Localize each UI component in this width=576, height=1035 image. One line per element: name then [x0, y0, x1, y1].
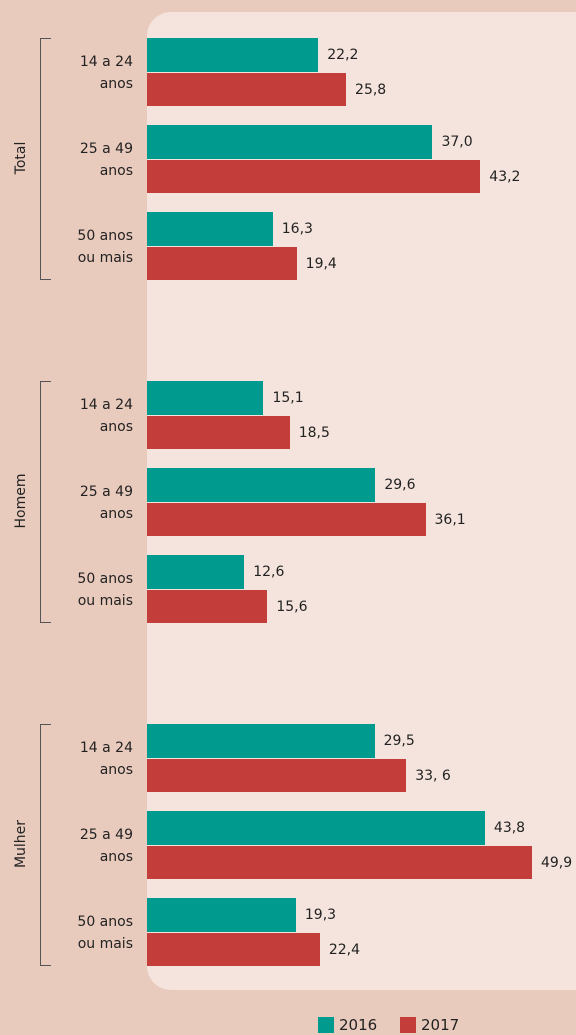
value-label: 18,5	[298, 424, 330, 441]
category-label: 25 a 49 anos	[79, 484, 133, 522]
bar	[147, 846, 532, 879]
category-label: 14 a 24 anos	[79, 54, 133, 92]
category-label: 50 anos ou mais	[77, 571, 133, 609]
bar	[147, 555, 245, 589]
legend-swatch	[400, 1017, 416, 1033]
category-label: 14 a 24 anos	[79, 397, 133, 435]
category-label: 25 a 49 anos	[79, 141, 133, 179]
value-label: 15,6	[276, 598, 308, 615]
bar	[147, 160, 481, 193]
bar	[147, 212, 273, 246]
bar	[147, 590, 268, 623]
bar	[147, 247, 297, 280]
group-bracket	[40, 38, 51, 280]
value-label: 29,5	[383, 733, 415, 749]
bar	[147, 898, 296, 932]
bar	[147, 724, 375, 758]
category-label: 14 a 24 anos	[79, 740, 133, 778]
legend-label: 2017	[421, 1016, 460, 1034]
bar	[147, 416, 290, 449]
value-label: 16,3	[281, 221, 313, 237]
value-label: 37,0	[441, 134, 473, 150]
legend-label: 2016	[339, 1016, 378, 1034]
value-label: 49,9	[540, 854, 573, 871]
value-label: 43,8	[493, 820, 526, 836]
value-label: 12,6	[253, 564, 285, 580]
value-label: 43,2	[489, 168, 521, 185]
value-label: 22,2	[327, 47, 359, 63]
bar	[147, 933, 320, 966]
group-bracket	[40, 381, 51, 623]
value-label: 19,4	[305, 255, 337, 272]
category-label: 50 anos ou mais	[77, 228, 133, 266]
bar	[147, 468, 376, 502]
bar	[147, 811, 485, 845]
value-label: 29,6	[384, 477, 416, 493]
value-label: 25,8	[355, 81, 387, 98]
value-label: 36,1	[434, 511, 466, 528]
bar	[147, 503, 426, 536]
value-label: 19,3	[304, 907, 337, 923]
legend-swatch	[318, 1017, 334, 1033]
value-label: 22,4	[328, 941, 360, 958]
group-bracket	[40, 724, 51, 966]
value-label: 33, 6	[415, 767, 451, 784]
value-label: 15,1	[272, 390, 304, 406]
bar	[147, 381, 264, 415]
category-label: 25 a 49 anos	[79, 827, 133, 865]
category-label: 50 anos ou mais	[77, 914, 133, 952]
bar	[147, 73, 347, 106]
bar	[147, 759, 407, 792]
bar	[147, 125, 433, 159]
bar	[147, 38, 319, 72]
